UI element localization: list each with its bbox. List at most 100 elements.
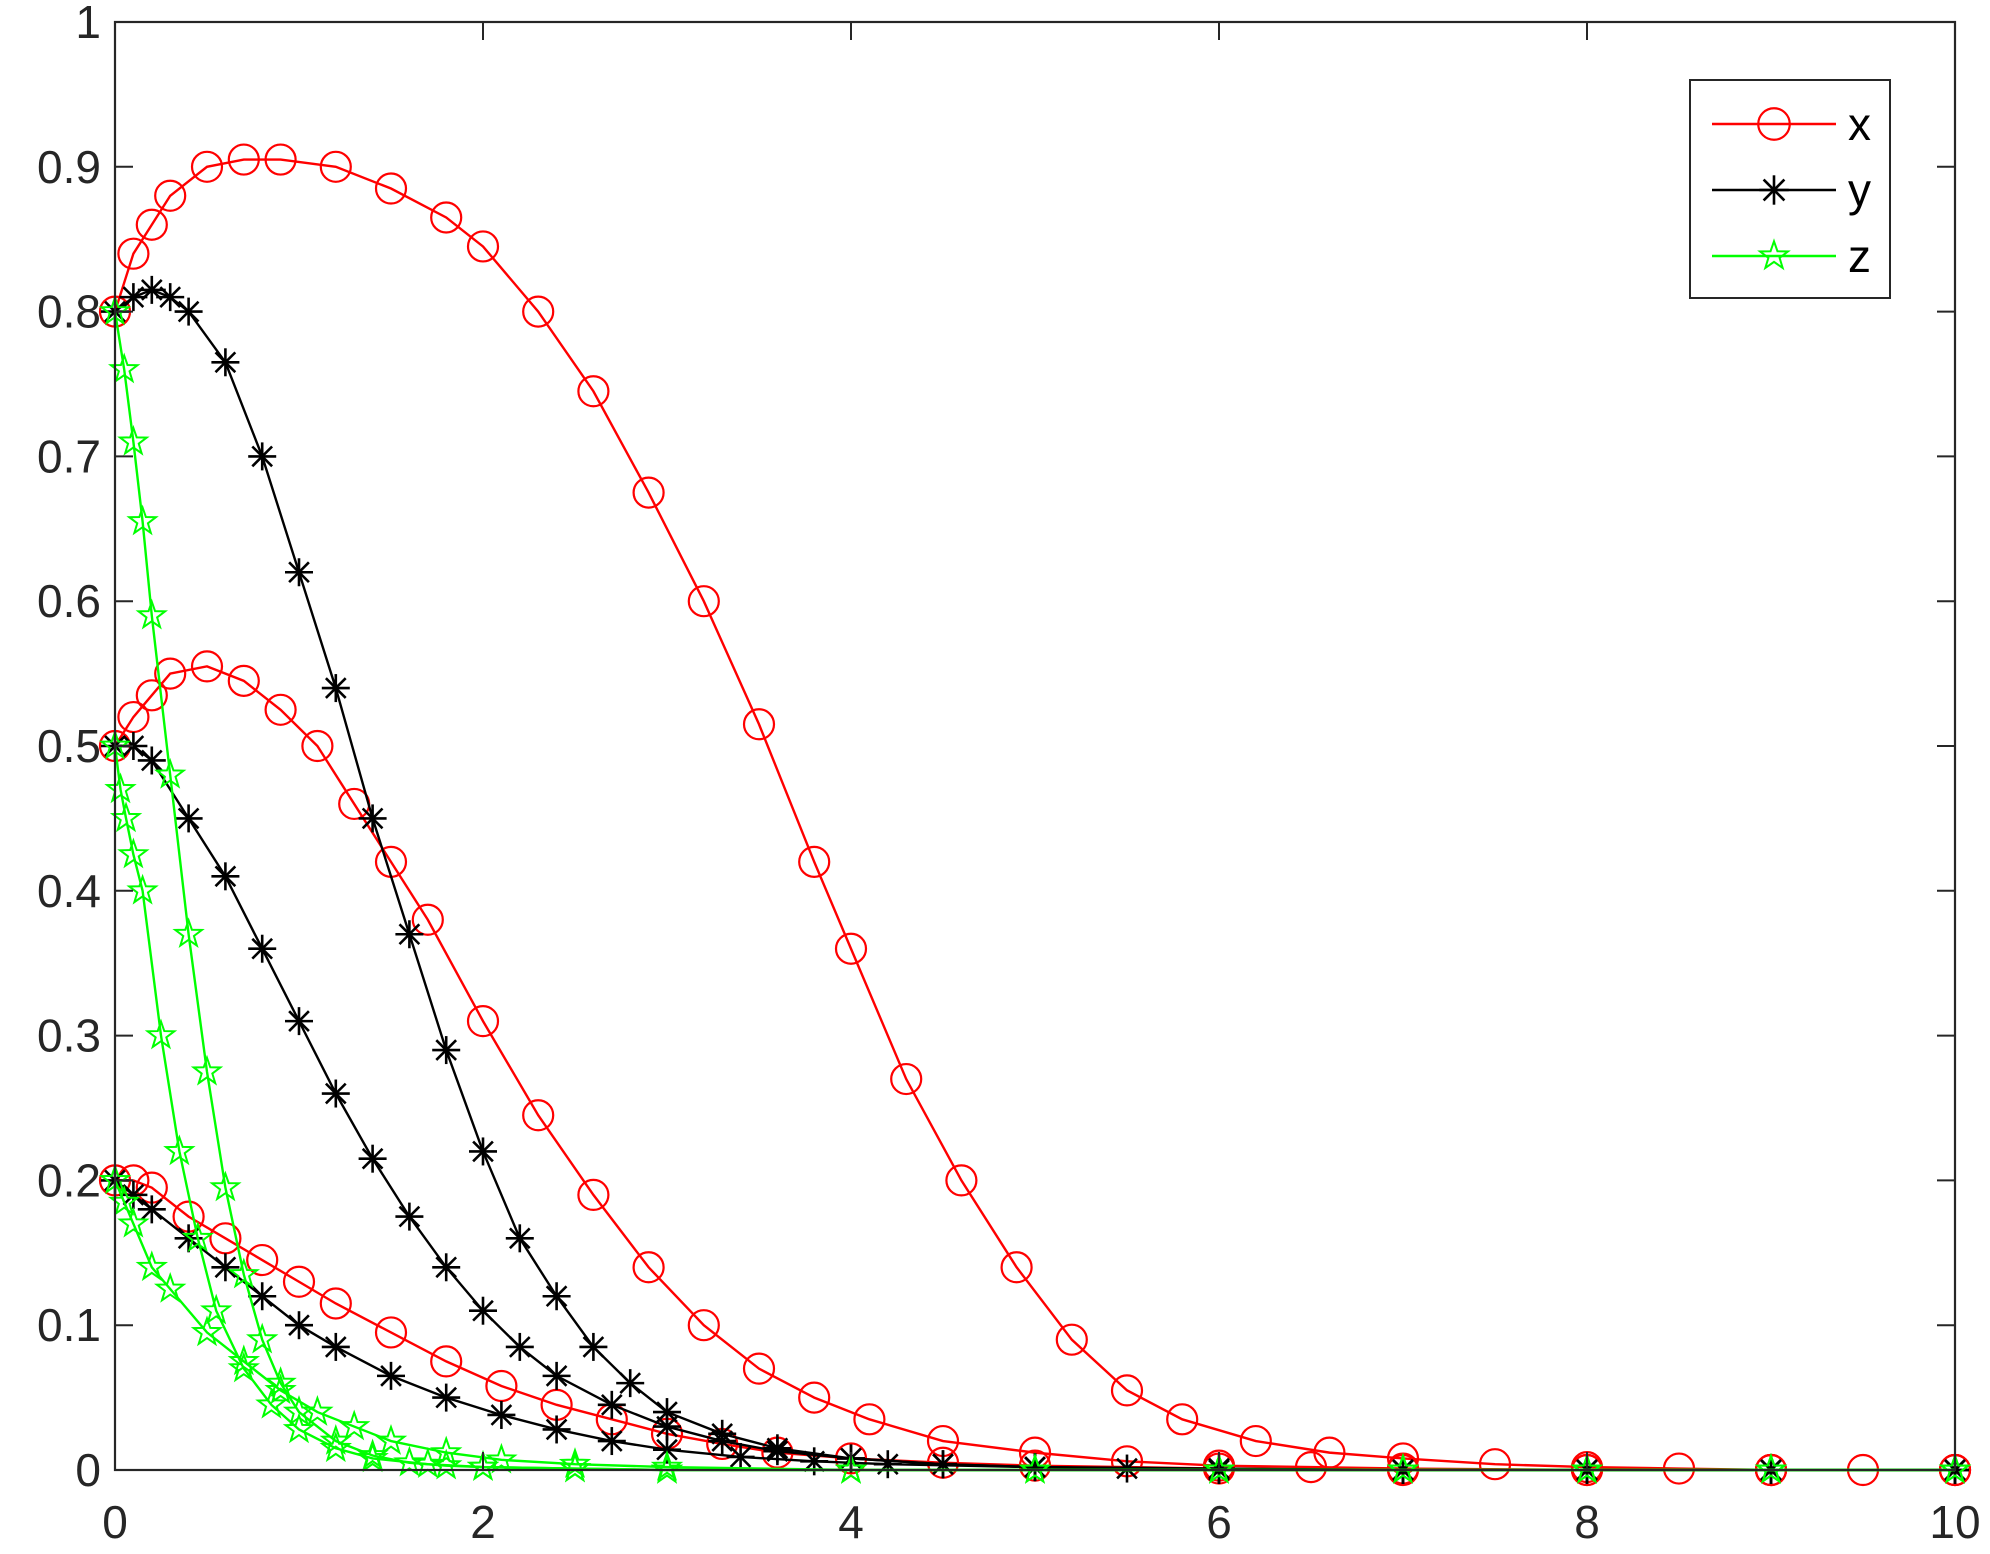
marker-circle [742,708,776,741]
marker-asterisk [597,1427,626,1456]
marker-star [153,757,187,789]
marker-star [264,1366,297,1397]
marker-star [126,504,159,536]
marker-star [1386,1452,1420,1484]
marker-circle [430,201,463,234]
marker-star [153,1271,187,1303]
marker-asterisk-stroke [140,1198,163,1221]
axes-layer: 0 2 4 6 8 10 0 0.1 0.2 0.3 0.4 0.5 0.6 0.7 0.8 0.9 1 [37,0,1981,1548]
marker-asterisk-stroke [398,923,421,946]
marker-circle [798,1381,831,1414]
marker-asterisk-stroke [251,937,274,960]
series-line-x [113,158,1955,1472]
marker-star [429,1435,463,1467]
marker-asterisk-stroke [619,1372,642,1394]
legend-label: z [1848,230,1871,282]
marker-asterisk-stroke [122,735,145,757]
marker-star [1202,1452,1236,1484]
marker-asterisk-stroke [140,749,163,772]
marker-star [319,1431,353,1463]
marker-circle [742,1352,776,1385]
series-y-4 [101,732,1969,1484]
marker-circle [1000,1251,1033,1284]
marker-asterisk [358,804,387,833]
legend: xyz [1689,79,1891,299]
marker-circle [798,845,831,878]
marker-star [117,1206,150,1238]
marker-asterisk [211,1253,240,1282]
marker-asterisk-stroke [508,1336,531,1358]
marker-asterisk-stroke [214,865,237,888]
marker-asterisk [432,1036,461,1065]
marker-asterisk-stroke [159,286,182,308]
marker-asterisk [653,1412,681,1441]
marker-circle [1662,1452,1696,1485]
marker-star [393,1445,426,1477]
marker-star [135,1250,169,1282]
marker-asterisk-stroke [435,1256,458,1279]
marker-asterisk-stroke [361,1147,384,1170]
marker-circle [135,208,168,241]
marker-asterisk-stroke [545,1285,568,1308]
marker-asterisk-stroke [288,1314,310,1337]
marker-asterisk [597,1390,626,1419]
marker-circle [190,150,224,183]
marker-star [117,424,150,456]
marker-asterisk [248,442,277,471]
x-tick-label: 4 [838,1496,864,1548]
marker-asterisk [395,1202,424,1231]
marker-asterisk [377,1361,405,1390]
marker-asterisk [432,1253,461,1282]
marker-star [245,1322,279,1354]
marker-asterisk [542,1361,571,1390]
marker-circle [632,1251,665,1284]
marker-asterisk [285,1007,313,1036]
marker-asterisk-stroke [361,807,384,830]
marker-asterisk [579,1332,608,1361]
x-tick-label: 0 [102,1496,128,1548]
y-tick-label: 0.3 [37,1010,101,1062]
marker-asterisk-stroke [435,1039,458,1061]
marker-asterisk-stroke [214,351,237,374]
marker-star [282,1412,316,1444]
marker-asterisk-stroke [288,1010,310,1032]
marker-circle [945,1164,978,1197]
marker-asterisk-stroke [545,1365,568,1387]
marker-asterisk [542,1282,571,1311]
marker-star [227,1344,261,1376]
marker-asterisk [708,1427,737,1456]
marker-circle [1110,1374,1144,1407]
marker-star [117,837,150,869]
marker-asterisk-stroke [490,1404,513,1426]
marker-asterisk [505,1224,534,1253]
marker-asterisk-stroke [600,1430,623,1452]
marker-star [485,1442,518,1474]
marker-star [650,1450,684,1481]
marker-star [337,1409,371,1441]
marker-asterisk [763,1437,792,1466]
marker-star [227,1351,261,1383]
marker-circle [374,172,408,205]
marker-asterisk-stroke [288,561,310,584]
marker-asterisk [321,1332,350,1361]
marker-star [429,1448,463,1480]
marker-star [144,1018,178,1050]
legend-label: x [1848,98,1871,150]
marker-circle [227,664,260,697]
marker-circle [1294,1451,1328,1484]
marker-star [301,1395,334,1426]
marker-circle [577,375,610,408]
marker-asterisk-stroke [729,1446,752,1468]
marker-circle [264,693,297,726]
marker-star [199,1293,233,1325]
marker-asterisk-stroke [324,1336,347,1358]
marker-asterisk [469,1137,497,1166]
marker-asterisk-stroke [472,1299,494,1322]
marker-asterisk-stroke [140,279,163,301]
marker-asterisk-stroke [324,677,347,699]
y-tick-label: 0.4 [37,865,101,917]
marker-circle [522,295,555,328]
marker-asterisk-stroke [508,1227,531,1250]
marker-asterisk [505,1332,534,1361]
marker-circle [687,1309,720,1342]
